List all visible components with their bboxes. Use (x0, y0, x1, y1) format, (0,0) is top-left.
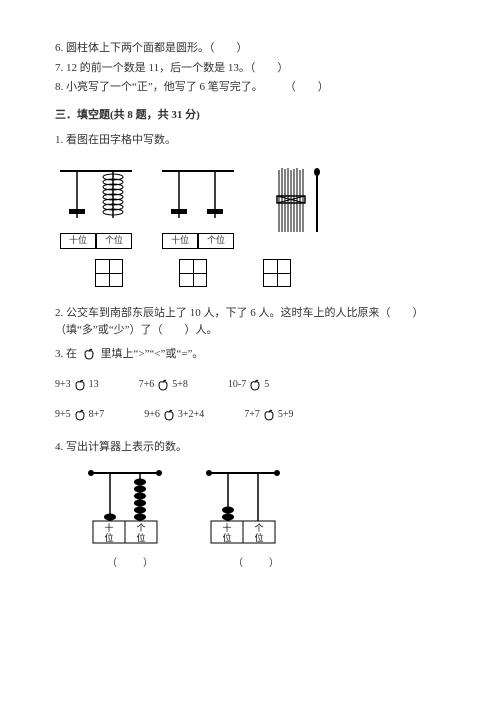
sub3-suffix: 里填上“>”“<”或“=”。 (101, 348, 204, 360)
abacus-2-svg (157, 163, 239, 233)
tens-label: 十位 (60, 233, 96, 249)
answer-blank-1[interactable]: （ ） (107, 556, 155, 572)
tian-grid-2[interactable] (179, 259, 207, 287)
ones-label-2: 个位 (198, 233, 234, 249)
abacus-1-svg (55, 163, 137, 233)
apple-icon[interactable] (248, 379, 262, 391)
sub3-prefix: 3. 在 (55, 348, 77, 360)
eq-left: 7+6 (139, 377, 155, 393)
eq-right: 8+7 (89, 407, 105, 423)
apple-icon[interactable] (162, 409, 176, 421)
apple-icon[interactable] (73, 379, 87, 391)
apple-icon[interactable] (262, 409, 276, 421)
ones-label: 个位 (96, 233, 132, 249)
abacus-1: 十位 个位 (55, 163, 137, 249)
sub-question-2: 2. 公交车到南部东辰站上了 10 人，下了 6 人。这时车上的人比原来（ ）（… (55, 305, 445, 340)
eq-left: 10-7 (228, 377, 246, 393)
tian-grid-1[interactable] (95, 259, 123, 287)
sub-question-1: 1. 看图在田字格中写数。 (55, 132, 445, 150)
answer-blanks-row: （ ） （ ） (107, 556, 445, 572)
counter-1: 十 个 位 位 (85, 467, 165, 552)
eq-right: 3+2+4 (178, 407, 204, 423)
apple-icon[interactable] (73, 409, 87, 421)
eq-left: 9+5 (55, 407, 71, 423)
svg-text:位: 位 (136, 532, 145, 543)
eq-right: 13 (89, 377, 99, 393)
eq-2a: 9+5 8+7 (55, 407, 104, 423)
svg-text:位: 位 (222, 532, 231, 543)
eq-right: 5+8 (172, 377, 188, 393)
question-7: 7. 12 的前一个数是 11，后一个数是 13。（ ） (55, 60, 445, 78)
eq-right: 5 (264, 377, 269, 393)
svg-text:位: 位 (254, 532, 263, 543)
svg-text:十: 十 (222, 522, 231, 533)
tens-label-2: 十位 (162, 233, 198, 249)
apple-icon (82, 348, 96, 360)
question-8: 8. 小亮写了一个“正”，他写了 6 笔写完了。 （ ） (55, 79, 445, 97)
eq-1b: 7+6 5+8 (139, 377, 188, 393)
sub-question-4: 4. 写出计算器上表示的数。 (55, 439, 445, 457)
answer-blank-2[interactable]: （ ） (233, 556, 281, 572)
abacus-row-4: 十 个 位 位 十 个 位 位 (85, 467, 445, 552)
stick-bundle (269, 160, 329, 249)
eq-1a: 9+3 13 (55, 377, 99, 393)
eq-left: 9+3 (55, 377, 71, 393)
equation-row-2: 9+5 8+7 9+6 3+2+4 7+7 5+9 (55, 407, 445, 423)
svg-text:个: 个 (254, 523, 263, 533)
eq-2c: 7+7 5+9 (244, 407, 293, 423)
tian-grid-row (95, 259, 445, 287)
sub-question-3: 3. 在 里填上“>”“<”或“=”。 (55, 346, 445, 364)
section-3-title: 三．填空题(共 8 题，共 31 分) (55, 107, 445, 125)
counter-2: 十 个 位 位 (203, 467, 283, 552)
question-6: 6. 圆柱体上下两个面都是圆形。（ ） (55, 40, 445, 58)
eq-2b: 9+6 3+2+4 (144, 407, 204, 423)
svg-text:个: 个 (136, 523, 145, 533)
svg-text:位: 位 (104, 532, 113, 543)
eq-1c: 10-7 5 (228, 377, 269, 393)
eq-left: 7+7 (244, 407, 260, 423)
svg-text:十: 十 (104, 522, 113, 533)
eq-left: 9+6 (144, 407, 160, 423)
apple-icon[interactable] (156, 379, 170, 391)
tian-grid-3[interactable] (263, 259, 291, 287)
figure-row-1: 十位 个位 十位 个位 (55, 160, 445, 249)
abacus-2: 十位 个位 (157, 163, 239, 249)
eq-right: 5+9 (278, 407, 294, 423)
equation-row-1: 9+3 13 7+6 5+8 10-7 5 (55, 377, 445, 393)
